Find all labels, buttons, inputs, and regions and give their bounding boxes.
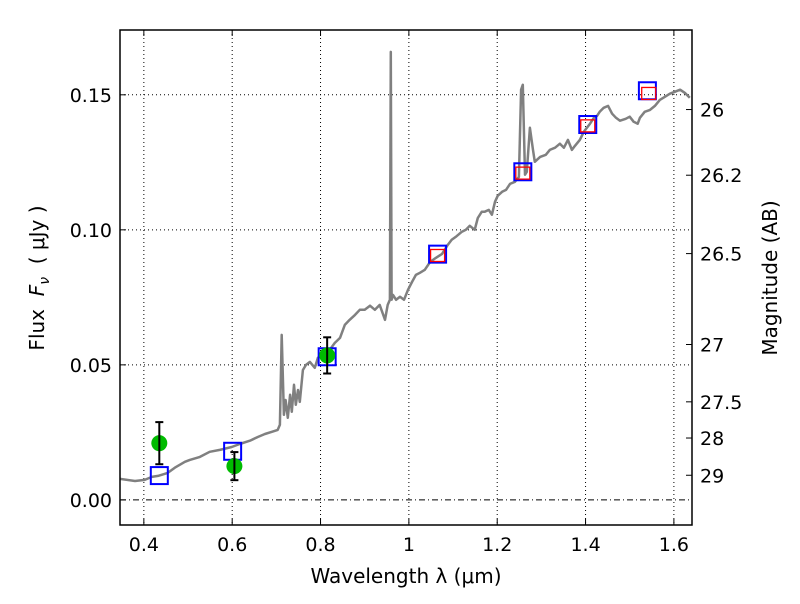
model-square-marker	[428, 244, 448, 264]
y-label-post: ( μJy )	[25, 205, 49, 277]
model-inner-square-marker	[429, 248, 446, 263]
plot-area	[120, 50, 691, 486]
x-tick-label: 0.4	[129, 534, 159, 556]
model-inner-square-marker	[580, 119, 596, 133]
right-tick-label: 28	[700, 428, 724, 450]
model-square-marker	[513, 162, 533, 182]
x-tick-label: 1	[403, 534, 415, 556]
right-tick-label: 26.2	[700, 165, 742, 187]
x-tick-label: 0.6	[217, 534, 247, 556]
y-label-pre: Flux	[25, 296, 49, 350]
y-tick-label: 0.10	[70, 220, 112, 242]
y-axis-label: Flux Fν ( μJy )	[25, 205, 53, 350]
model-square-marker	[578, 115, 598, 135]
right-tick-label: 26.5	[700, 244, 742, 266]
axes-frame	[119, 29, 693, 526]
model-inner-square-marker	[641, 86, 657, 101]
right-tick-label: 27	[700, 334, 724, 356]
x-tick-label: 0.8	[305, 534, 335, 556]
x-axis-label: Wavelength λ (μm)	[310, 564, 501, 588]
model-square-marker	[149, 466, 169, 486]
right-tick-label: 26	[700, 100, 724, 122]
x-tick-label: 1.2	[482, 534, 512, 556]
right-axis-label: Magnitude (AB)	[758, 200, 782, 355]
y-tick-label: 0.05	[70, 355, 112, 377]
x-tick-label: 1.4	[570, 534, 600, 556]
spectrum-line	[120, 50, 691, 483]
right-tick-label: 27.5	[700, 392, 742, 414]
y-tick-label: 0.00	[70, 490, 112, 512]
y-label-var: F	[25, 284, 49, 296]
series-group	[120, 50, 691, 483]
grid	[120, 30, 692, 525]
right-tick-label: 29	[700, 465, 724, 487]
x-tick-label: 1.6	[659, 534, 689, 556]
ticks: 0.4 0.6 0.8 1 1.2 1.4 1.6 0.00 0.05 0.10 0.15 26 26.…	[70, 30, 742, 556]
y-label-sub: ν	[37, 277, 53, 285]
model-inner-square-marker	[515, 166, 531, 180]
y-tick-label: 0.15	[70, 85, 112, 107]
